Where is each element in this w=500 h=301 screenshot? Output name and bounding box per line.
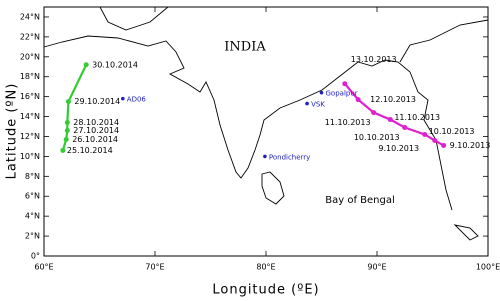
track-point	[65, 99, 71, 105]
y-tick-label: 20°N	[20, 52, 40, 61]
track-label: 11.10.2013	[325, 118, 371, 127]
annotation: Bay of Bengal	[325, 195, 395, 206]
y-tick-label: 8°N	[25, 172, 40, 181]
x-tick-label: 80°E	[256, 263, 275, 272]
y-axis-label: Latitude (ºN)	[5, 83, 20, 180]
track-label: 10.10.2013	[429, 127, 475, 136]
station-label: Pondicherry	[269, 153, 310, 161]
station-label: VSK	[311, 101, 325, 109]
track-point	[64, 128, 70, 134]
island	[453, 224, 479, 241]
station-point	[263, 154, 267, 159]
track-label: 25.10.2014	[67, 146, 113, 155]
track-label: 9.10.2013	[378, 144, 419, 153]
track-point	[60, 147, 66, 153]
track-label: 11.10.2013	[394, 113, 440, 122]
track-point	[402, 125, 408, 131]
track-label: 30.10.2014	[92, 60, 138, 69]
track-label: 29.10.2014	[74, 97, 120, 106]
y-tick-label: 4°N	[25, 212, 40, 221]
y-tick-label: 14°N	[20, 112, 40, 121]
track-point	[83, 62, 89, 68]
track-point	[63, 136, 69, 142]
y-tick-label: 16°N	[20, 92, 40, 101]
y-tick-label: 18°N	[20, 72, 40, 81]
x-tick-label: 70°E	[145, 263, 164, 272]
track-point	[441, 142, 447, 148]
y-tick-label: 12°N	[20, 132, 40, 141]
y-tick-label: 10°N	[20, 152, 40, 161]
x-tick-label: 60°E	[34, 263, 53, 272]
track-label: 13.10.2013	[351, 55, 397, 64]
station-point	[305, 101, 309, 106]
track-point	[387, 117, 393, 123]
y-tick-label: 6°N	[25, 192, 40, 201]
station-point	[319, 90, 324, 95]
x-tick-label: 90°E	[367, 263, 386, 272]
track-label: 9.10.2013	[450, 141, 491, 150]
track-point	[64, 120, 70, 126]
station-label: Gopalpur	[326, 90, 358, 98]
track-point	[371, 110, 377, 116]
sri-lanka	[261, 171, 285, 205]
annotation: INDIA	[224, 40, 266, 55]
track-point	[342, 81, 348, 87]
track-point	[422, 131, 428, 137]
track-point	[432, 137, 438, 143]
station-label: AD06	[127, 96, 147, 104]
y-tick-label: 24°N	[20, 12, 40, 21]
x-axis-label: Longitude (ºE)	[212, 283, 319, 298]
coast-west	[43, 35, 453, 211]
coastline	[43, 6, 489, 241]
track-point	[355, 97, 361, 103]
track-label: 26.10.2014	[72, 135, 118, 144]
station-point	[121, 96, 125, 101]
track-label: 27.10.2014	[73, 126, 119, 135]
track-label: 12.10.2013	[370, 95, 416, 104]
y-tick-label: 22°N	[20, 32, 40, 41]
coast-east	[399, 19, 489, 63]
y-tick-label: 0°	[31, 252, 40, 261]
track-label: 28.10.2014	[73, 118, 119, 127]
y-tick-label: 2°N	[25, 232, 40, 241]
track-label: 10.10.2013	[354, 133, 400, 142]
coast-north	[99, 6, 169, 31]
x-tick-label: 100°E	[476, 263, 500, 272]
